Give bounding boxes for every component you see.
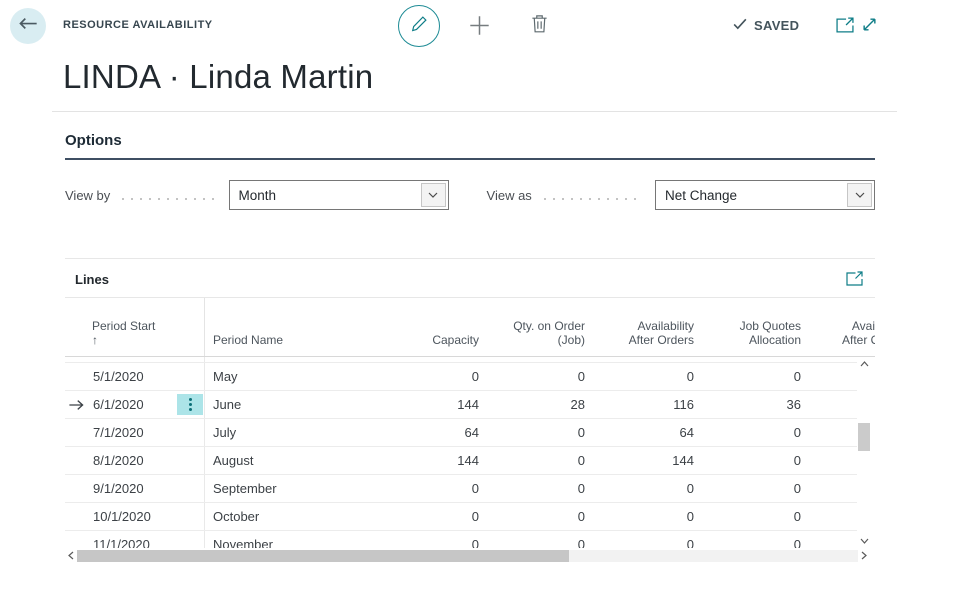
- horizontal-scrollbar[interactable]: [65, 549, 870, 562]
- scroll-left-icon[interactable]: [65, 551, 77, 560]
- back-button[interactable]: [10, 8, 46, 44]
- table-row-active[interactable]: 6/1/2020 June 144 28 116 36: [65, 391, 857, 419]
- table-row[interactable]: 8/1/2020 August 144 0 144 0: [65, 447, 857, 475]
- vertical-scrollbar[interactable]: [857, 357, 872, 548]
- column-header-capacity[interactable]: Capacity: [432, 333, 479, 347]
- view-by-label: View by: [65, 187, 111, 203]
- open-in-window-button[interactable]: [836, 17, 854, 38]
- table-body: 4/1/2020 April 0 0 0 0 5/1/2020 May 0 0 …: [65, 357, 875, 548]
- active-row-arrow-icon: [68, 399, 84, 410]
- view-as-label: View as: [486, 187, 532, 203]
- save-status-label: SAVED: [754, 18, 800, 33]
- table-row-clipped-top: 4/1/2020 April 0 0 0 0: [65, 357, 857, 363]
- table-row[interactable]: 9/1/2020 September 0 0 0 0: [65, 475, 857, 503]
- scroll-down-icon[interactable]: [857, 538, 872, 544]
- chevron-down-icon: [420, 183, 446, 207]
- delete-button[interactable]: [531, 14, 548, 38]
- dotted-leader: [543, 198, 643, 200]
- new-button[interactable]: [468, 14, 491, 42]
- column-header-job-quotes-allocation[interactable]: Job Quotes Allocation: [739, 319, 801, 347]
- header-divider: [52, 111, 897, 112]
- table-header-row: Period Start ↑ Period Name Capacity Qty.…: [65, 298, 875, 357]
- table-row[interactable]: 7/1/2020 July 64 0 64 0: [65, 419, 857, 447]
- view-by-value: Month: [238, 187, 277, 203]
- lines-heading: Lines: [75, 272, 109, 287]
- edit-button[interactable]: [398, 5, 440, 47]
- check-icon: [733, 18, 747, 33]
- sort-ascending-icon: ↑: [92, 333, 98, 347]
- plus-icon: [468, 14, 491, 42]
- horizontal-scrollbar-thumb[interactable]: [77, 549, 570, 562]
- table-row[interactable]: 5/1/2020 May 0 0 0 0: [65, 363, 857, 391]
- scroll-right-icon[interactable]: [858, 551, 870, 560]
- options-heading: Options: [65, 132, 875, 160]
- arrow-left-icon: [18, 17, 38, 35]
- fullscreen-button[interactable]: [860, 15, 879, 39]
- view-as-value: Net Change: [665, 187, 738, 203]
- page-caption: RESOURCE AVAILABILITY: [63, 19, 213, 31]
- view-by-select[interactable]: Month: [228, 180, 449, 210]
- pencil-icon: [411, 15, 428, 37]
- save-status: SAVED: [733, 18, 799, 33]
- column-header-period-start[interactable]: Period Start ↑: [65, 298, 205, 356]
- column-header-availability-after-quotes[interactable]: Avai After Q: [841, 319, 875, 347]
- dotted-leader: [122, 198, 217, 200]
- table-row-clipped-bottom[interactable]: 11/1/2020 November 0 0 0 0: [65, 531, 857, 548]
- column-header-qty-on-order[interactable]: Qty. on Order (Job): [513, 319, 585, 347]
- expand-icon: [860, 15, 879, 39]
- table-row[interactable]: 10/1/2020 October 0 0 0 0: [65, 503, 857, 531]
- expand-lines-button[interactable]: [846, 271, 863, 291]
- trash-icon: [531, 14, 548, 38]
- row-menu-button[interactable]: [177, 394, 203, 415]
- lines-section: Lines Period Start ↑ Period Name Capacit…: [65, 258, 875, 562]
- page-title: LINDA · Linda Martin: [63, 58, 374, 95]
- horizontal-scrollbar-track[interactable]: [77, 549, 858, 562]
- column-header-availability-after-orders[interactable]: Availability After Orders: [628, 319, 694, 347]
- popout-icon: [836, 17, 854, 38]
- column-header-period-name[interactable]: Period Name: [213, 333, 284, 347]
- scroll-up-icon[interactable]: [857, 361, 872, 367]
- view-as-select[interactable]: Net Change: [655, 180, 875, 210]
- options-section: Options View by Month View as Net Change: [65, 132, 875, 210]
- chevron-down-icon: [847, 183, 872, 207]
- vertical-scrollbar-thumb[interactable]: [858, 423, 870, 451]
- command-bar: RESOURCE AVAILABILITY SAVED: [0, 0, 957, 52]
